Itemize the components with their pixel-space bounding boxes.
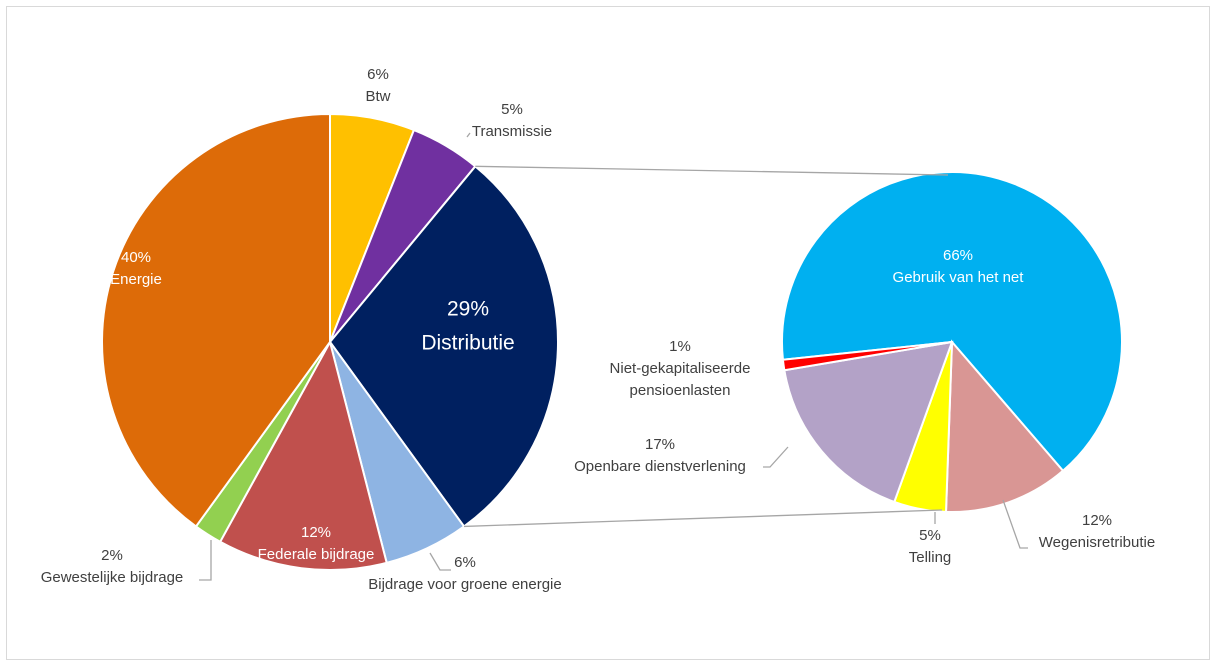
pie-slice	[781, 341, 953, 372]
leader-line	[199, 540, 212, 581]
category-label: Distributie	[421, 332, 514, 355]
data-label: 6%	[454, 554, 476, 571]
data-label: 66%	[943, 247, 973, 264]
pie-slice	[328, 164, 559, 528]
data-label: 2%	[101, 547, 123, 564]
leader-line	[466, 132, 471, 138]
pie-slice	[944, 339, 1065, 513]
pie-slice	[783, 340, 954, 504]
leader-line	[429, 552, 451, 571]
pie-slice	[781, 171, 1123, 473]
data-label: 17%	[645, 436, 675, 453]
category-label: Transmissie	[472, 123, 552, 140]
category-label: Niet-gekapitaliseerde pensioenlasten	[610, 360, 751, 399]
category-label: Energie	[110, 271, 162, 288]
data-label: 5%	[501, 101, 523, 118]
connector-line	[475, 165, 949, 176]
data-label: 12%	[301, 524, 331, 541]
category-label: Bijdrage voor groene energie	[368, 576, 561, 593]
data-label: 12%	[1082, 512, 1112, 529]
category-label: Wegenisretributie	[1039, 534, 1155, 551]
pie-slice	[218, 339, 388, 571]
leader-line	[1002, 499, 1028, 549]
category-label: Telling	[909, 549, 952, 566]
leader-line	[763, 446, 789, 468]
category-label: Openbare dienstverlening	[574, 458, 746, 475]
category-label: Gewestelijke bijdrage	[41, 569, 184, 586]
data-label: 6%	[367, 66, 389, 83]
category-label: Gebruik van het net	[893, 269, 1025, 286]
category-label: Btw	[365, 88, 390, 105]
data-label: 5%	[919, 527, 941, 544]
connector-line	[463, 509, 943, 528]
category-label: Federale bijdrage	[258, 546, 375, 563]
data-label: 29%	[447, 298, 489, 321]
data-label: 40%	[121, 249, 151, 266]
data-label: 1%	[669, 338, 691, 355]
pie-slice	[101, 112, 331, 528]
